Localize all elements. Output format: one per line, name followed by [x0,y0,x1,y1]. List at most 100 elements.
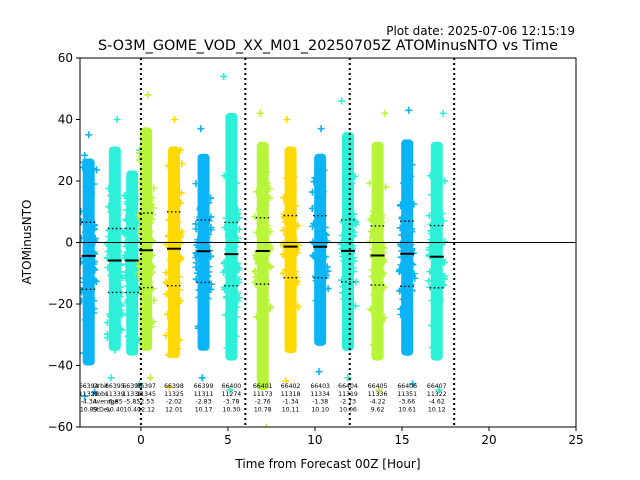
data-point [285,329,293,337]
data-point [429,343,437,351]
orbit-stat-orbit: 66397 [136,383,156,390]
data-point [131,192,139,200]
data-point [105,242,113,250]
data-point [341,279,349,287]
orbit-stat-average: -4.22 [370,399,386,406]
data-point [324,285,332,293]
data-point [426,172,434,180]
data-point [140,247,148,255]
stat-row-label: Average [93,399,119,406]
data-point [282,377,290,385]
data-point [205,199,213,207]
data-point [200,291,208,299]
data-point [294,303,302,311]
data-point [148,194,156,202]
data-point [192,180,200,188]
data-point [87,237,95,245]
data-point [256,231,264,239]
data-point [81,392,89,400]
data-point [228,277,236,285]
data-point [310,220,318,228]
orbit-stat-nobs: 11318 [281,391,301,398]
data-point [321,223,329,231]
orbit-stat-average: -1.38 [312,399,328,406]
data-point [395,267,403,275]
data-point [168,278,176,286]
data-point [267,263,275,271]
data-point [260,228,268,236]
data-point [207,224,215,232]
data-point [259,240,267,248]
data-point [220,172,228,180]
data-point [163,290,171,298]
data-point [125,211,133,219]
data-point [339,218,347,226]
data-point [113,224,121,232]
data-point [122,274,130,282]
data-point [425,277,433,285]
data-point [396,224,404,232]
data-point [367,305,375,313]
orbit-stat-orbit: 66402 [281,383,301,390]
data-point [372,266,380,274]
data-point [80,158,87,166]
data-point [380,314,388,322]
orbit-stat-average: -3.66 [399,399,415,406]
data-point [263,251,271,259]
orbit-stat-stdev: 12.12 [137,406,155,413]
data-point [107,313,115,321]
orbit-stat-orbit: 66395 [105,383,125,390]
data-point [108,249,116,257]
data-point [122,215,130,223]
data-point [195,293,203,301]
axes: 0 5 10 15 20 25 −60 −40 −20 0 20 40 60 [48,51,584,447]
data-point [162,278,170,286]
data-point [116,283,124,291]
data-point [266,262,274,270]
data-point [370,291,378,299]
data-point [279,226,287,234]
data-point [339,239,347,247]
orbit-stat-average: -2.83 [196,399,212,406]
data-point [111,197,119,205]
data-point [235,225,243,233]
data-point [132,310,140,318]
orbit-stat-nobs: 11322 [427,391,447,398]
orbit-stat-orbit: 66396 [122,383,142,390]
data-point [366,179,374,187]
data-point [176,239,184,247]
data-point [165,232,173,240]
data-point [205,217,213,225]
data-point [145,231,153,239]
orbit-stat-orbit: 66401 [253,383,273,390]
data-point [293,278,301,286]
orbit-stat-average: -4.62 [429,399,445,406]
data-point [350,228,358,236]
data-point [82,207,90,215]
data-point [251,278,259,286]
data-point [315,295,323,303]
data-point [266,194,274,202]
data-point [283,116,291,123]
data-point [285,246,293,254]
data-point [109,232,117,240]
data-point [425,212,433,220]
data-point [86,182,94,190]
data-point [318,157,326,165]
data-point [220,268,228,276]
data-point [132,222,140,230]
data-point [145,319,153,327]
data-point [136,259,144,267]
data-point [132,267,140,275]
data-point [340,295,348,303]
data-point [103,334,111,342]
data-point [348,233,356,241]
data-point [178,160,186,168]
data-point [315,314,323,322]
data-point [227,245,235,253]
data-point [439,281,447,289]
data-point [397,305,405,313]
data-point [193,252,201,260]
chart-title: S-O3M_GOME_VOD_XX_M01_20250705Z ATOMinus… [98,38,558,54]
data-point [233,260,241,268]
